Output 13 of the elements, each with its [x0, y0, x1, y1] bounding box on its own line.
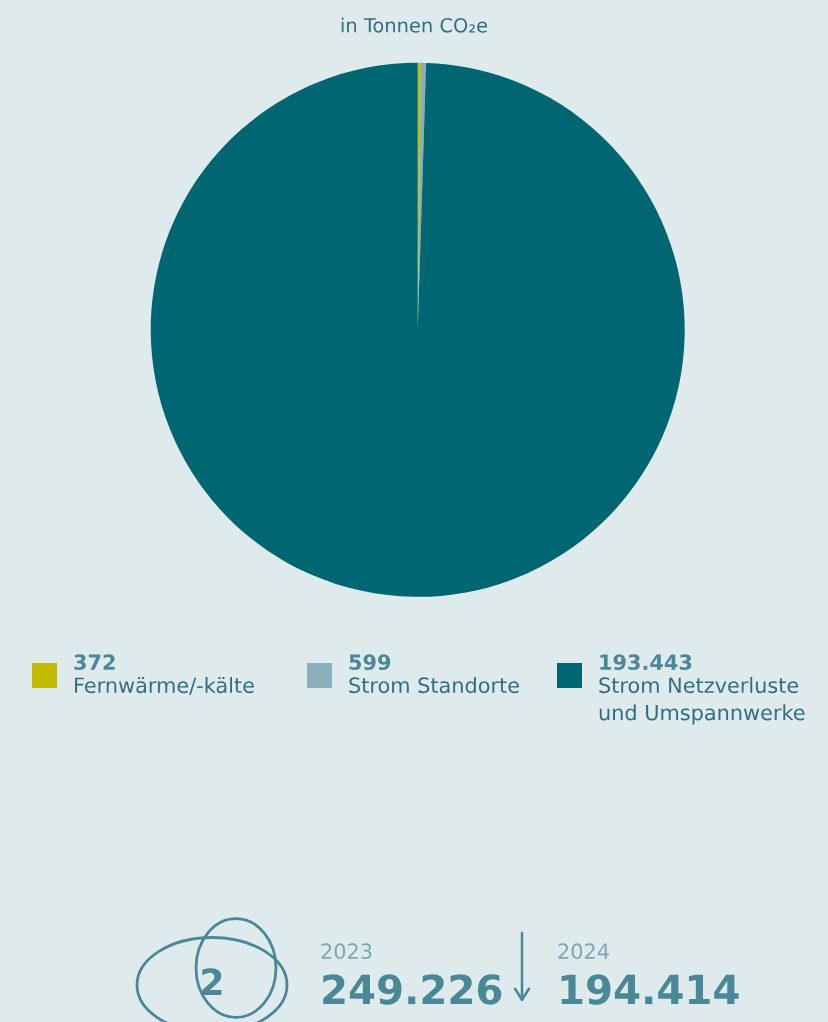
pie-slice — [150, 62, 685, 597]
data-label: 599 — [349, 654, 391, 671]
legend-label: Fernwärme/-kälte — [75, 677, 254, 695]
data-label: 193.443 — [600, 654, 692, 671]
data-label: 372 — [74, 654, 115, 671]
text: 249.226 — [323, 974, 502, 1005]
slice-label: Strom Netzverluste und Umspannwerke — [599, 677, 805, 725]
legend-label: Strom Standorte — [349, 677, 519, 694]
text: 194.414 — [561, 974, 739, 1005]
chart-title: in Tonnen CO₂e — [341, 17, 488, 33]
text: 2023 — [321, 943, 372, 960]
text: 2024 — [558, 943, 609, 960]
text: 2 — [202, 968, 222, 995]
